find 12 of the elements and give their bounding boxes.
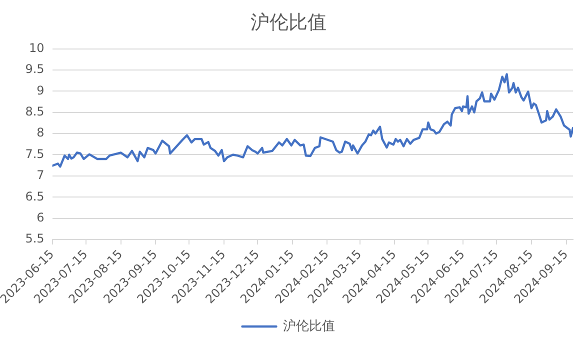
y-tick-label: 8 <box>36 126 44 140</box>
y-tick-label: 7.5 <box>25 146 44 161</box>
y-tick-label: 10 <box>29 40 44 55</box>
y-tick-label: 5.5 <box>25 232 44 246</box>
y-tick-label: 9.5 <box>25 62 44 76</box>
legend-label: 沪伦比值 <box>282 318 335 334</box>
y-tick-label: 8.5 <box>25 104 44 118</box>
chart-title: 沪伦比值 <box>250 11 326 34</box>
y-tick-label: 6.5 <box>25 189 44 204</box>
y-tick-label: 6 <box>36 210 44 224</box>
y-tick-label: 7 <box>36 168 44 182</box>
y-tick-label: 9 <box>36 83 44 98</box>
